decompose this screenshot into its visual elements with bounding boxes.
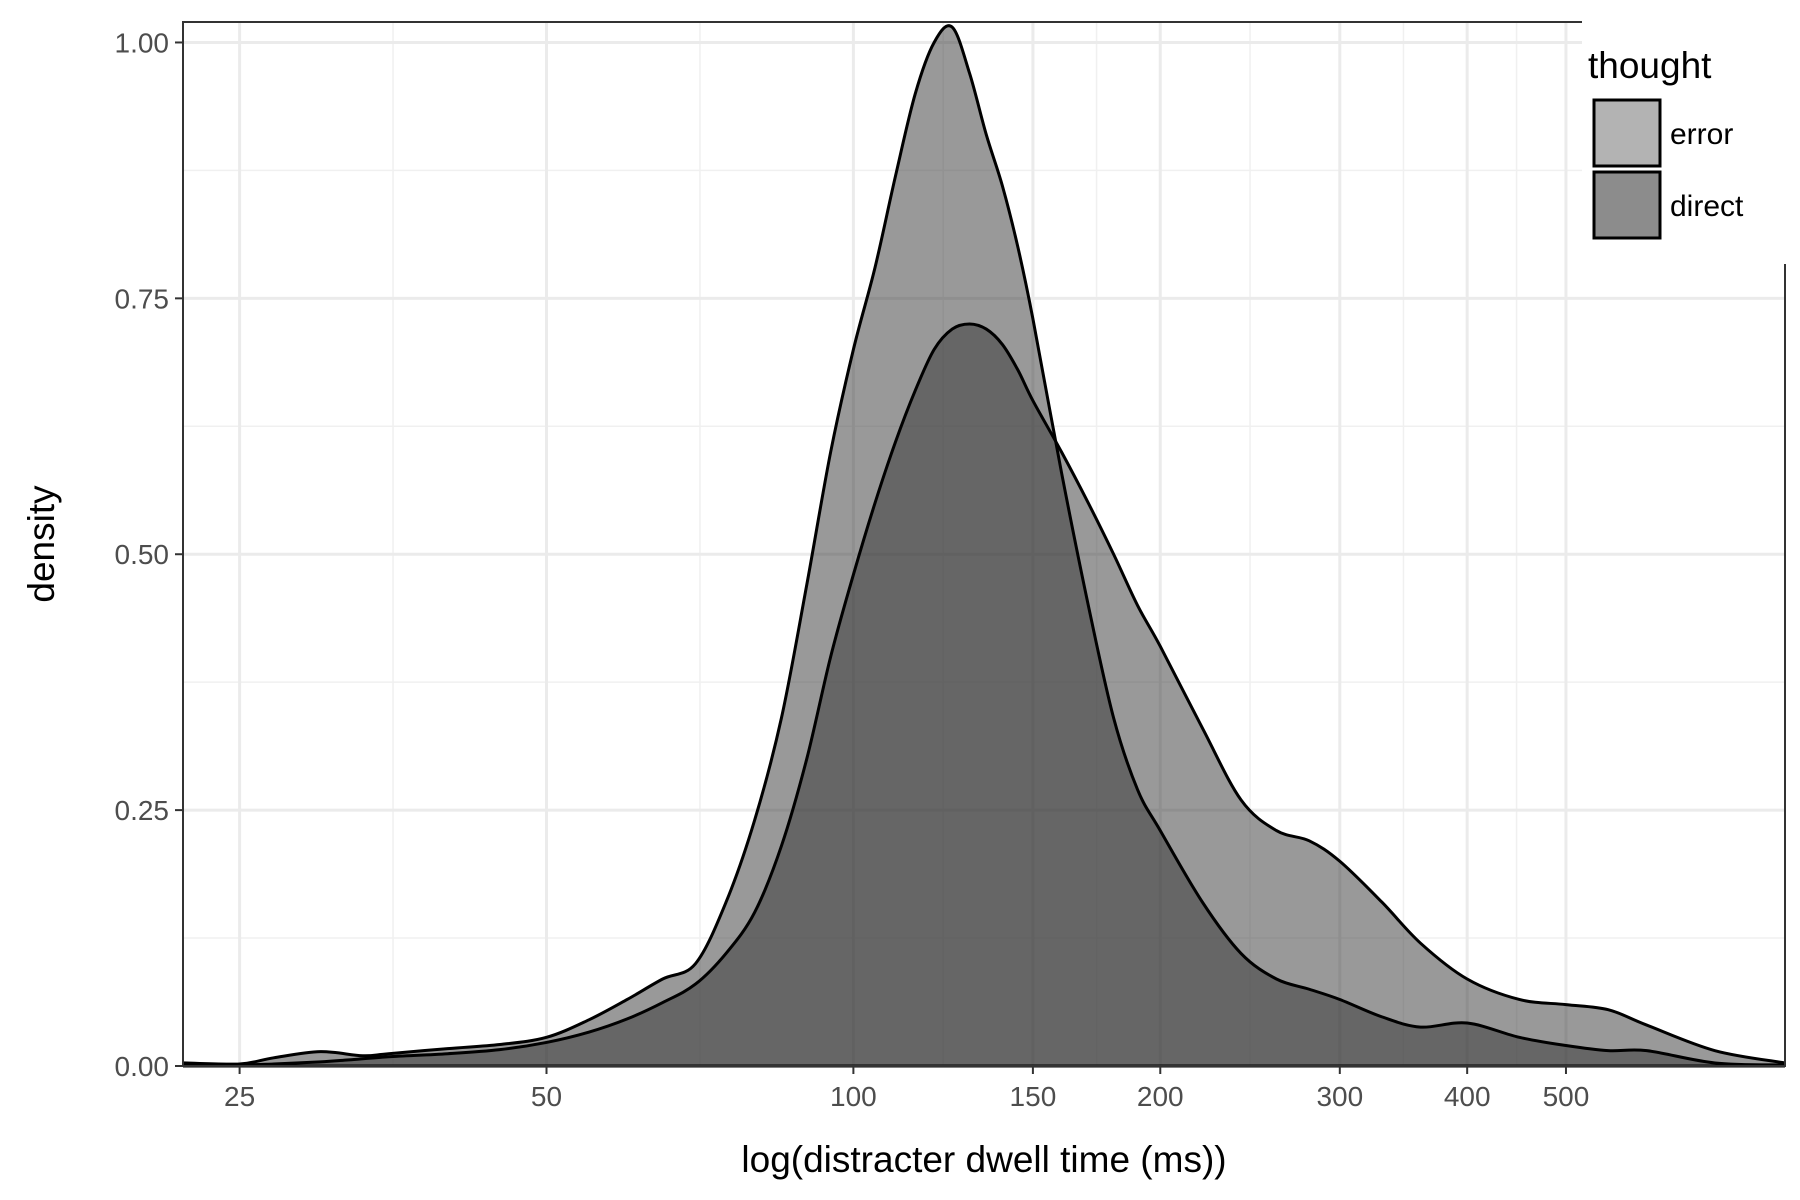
x-tick-label: 500 — [1543, 1081, 1590, 1112]
x-tick-label: 25 — [224, 1081, 255, 1112]
x-tick-label: 100 — [830, 1081, 877, 1112]
x-axis-title: log(distracter dwell time (ms)) — [741, 1139, 1226, 1180]
y-tick-label: 0.25 — [115, 795, 170, 826]
legend-key-direct — [1592, 170, 1662, 240]
y-tick-label: 0.50 — [115, 539, 170, 570]
density-curve-error — [182, 322, 1786, 1067]
y-tick-label: 0.75 — [115, 283, 170, 314]
x-tick-label: 50 — [531, 1081, 562, 1112]
x-axis: 25 50 100 150 200 300 400 500 — [224, 1066, 1589, 1112]
legend-key-error — [1592, 98, 1662, 168]
legend-label-error: error — [1670, 118, 1733, 151]
legend-label-direct: direct — [1670, 190, 1744, 223]
x-tick-label: 300 — [1316, 1081, 1363, 1112]
legend: thought error direct — [1582, 20, 1788, 264]
y-axis-title: density — [21, 485, 62, 603]
plot-border — [182, 21, 1786, 1067]
x-tick-label: 200 — [1137, 1081, 1184, 1112]
y-axis: 0.00 0.25 0.50 0.75 1.00 — [115, 27, 183, 1082]
y-tick-label: 0.00 — [115, 1051, 170, 1082]
density-area-direct — [183, 25, 1785, 1066]
x-tick-label: 400 — [1444, 1081, 1491, 1112]
x-tick-label: 150 — [1010, 1081, 1057, 1112]
legend-keys: error direct — [1592, 98, 1744, 240]
y-tick-label: 1.00 — [115, 27, 170, 58]
legend-title: thought — [1588, 45, 1712, 86]
density-curve-direct — [182, 24, 1786, 1067]
density-areas — [183, 25, 1785, 1066]
